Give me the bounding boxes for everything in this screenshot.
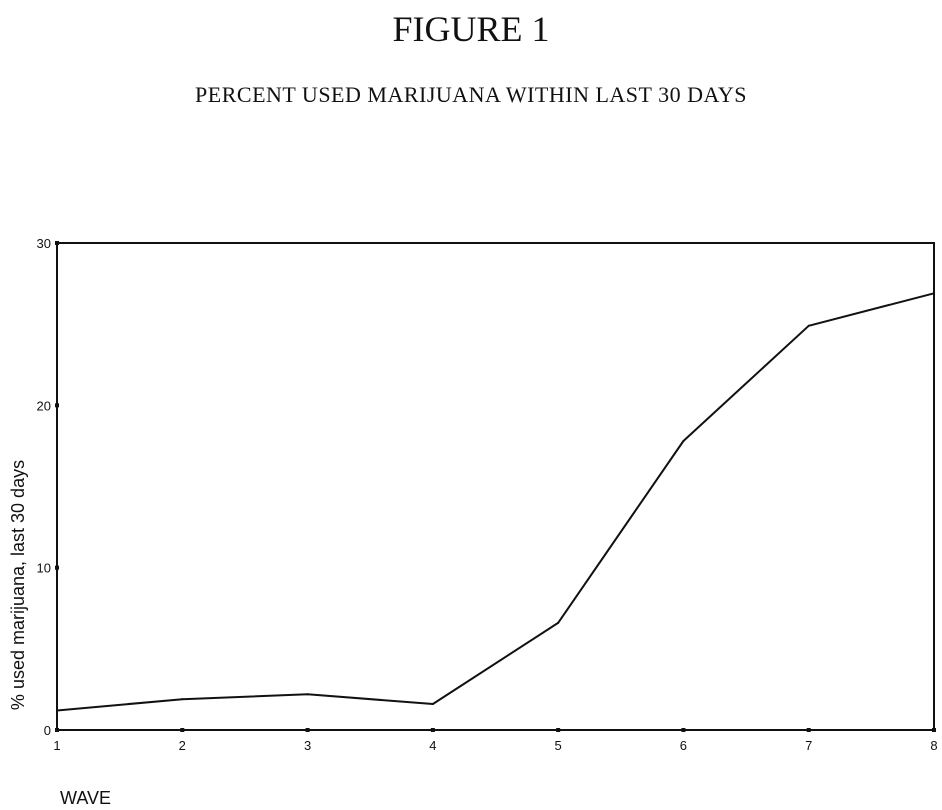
x-tick-label: 3 (304, 738, 311, 753)
x-tick-label: 7 (805, 738, 812, 753)
series-line (56, 292, 935, 712)
data-point-wave-3 (306, 693, 309, 696)
y-tick-label: 10 (37, 561, 51, 576)
series-points (56, 292, 935, 712)
x-tick-mark (556, 728, 561, 732)
x-tick-mark (806, 728, 811, 732)
y-tick-label: 0 (44, 723, 51, 738)
plot-frame (56, 242, 935, 731)
x-tick-label: 1 (53, 738, 60, 753)
y-tick-mark (55, 403, 59, 408)
x-tick-mark (180, 728, 185, 732)
x-axis-label: WAVE (60, 788, 111, 808)
y-tick-label: 30 (37, 236, 51, 251)
y-tick-mark (55, 565, 59, 570)
y-axis-ticks: 0 10 20 30 (37, 236, 59, 738)
x-tick-mark (430, 728, 435, 732)
x-tick-label: 6 (680, 738, 687, 753)
y-axis-label: % used marijuana, last 30 days (8, 460, 28, 710)
data-point-wave-2 (181, 698, 184, 701)
x-tick-mark (305, 728, 310, 732)
x-tick-label: 5 (555, 738, 562, 753)
data-point-wave-7 (807, 324, 810, 327)
x-tick-mark (55, 728, 59, 732)
x-tick-label: 4 (429, 738, 436, 753)
data-point-wave-8 (933, 292, 935, 295)
data-point-wave-1 (56, 709, 58, 712)
data-point-wave-5 (557, 621, 560, 624)
x-tick-mark (681, 728, 686, 732)
y-tick-label: 20 (37, 398, 51, 413)
data-point-wave-4 (431, 703, 434, 706)
data-point-wave-6 (682, 440, 685, 443)
x-tick-label: 2 (179, 738, 186, 753)
x-tick-label: 8 (930, 738, 937, 753)
x-tick-mark (932, 728, 936, 732)
y-tick-mark (55, 241, 59, 245)
figure-title: FIGURE 1 (392, 9, 550, 49)
x-axis-ticks: 1 2 3 4 5 6 7 8 (53, 728, 938, 753)
figure-subtitle: PERCENT USED MARIJUANA WITHIN LAST 30 DA… (195, 82, 747, 107)
